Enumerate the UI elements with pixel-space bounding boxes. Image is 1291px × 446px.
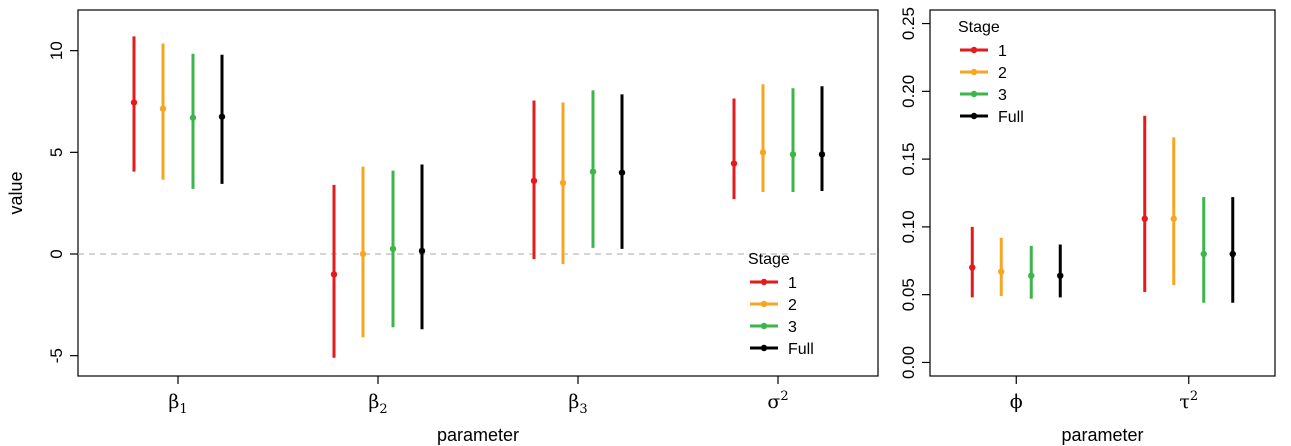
- x-axis-title: parameter: [1061, 425, 1143, 445]
- y-tick-label: 0.00: [899, 346, 918, 379]
- x-category-label: τ2: [1179, 389, 1198, 413]
- legend-entry-Full: Full: [788, 341, 814, 358]
- y-tick-label: 0.20: [899, 75, 918, 108]
- series-1: [130, 36, 738, 358]
- legend-entry-2: 2: [788, 297, 797, 314]
- legend-entry-1: 1: [998, 43, 1007, 60]
- x-category-label: ϕ: [1010, 391, 1023, 413]
- y-tick-label: 0.05: [899, 278, 918, 311]
- y-tick-label: 0.25: [899, 7, 918, 40]
- point-estimate: [530, 177, 538, 184]
- point-estimate: [159, 105, 167, 112]
- legend-entry-3: 3: [998, 87, 1007, 104]
- point-estimate: [389, 245, 397, 253]
- legend-title: Stage: [958, 19, 1000, 36]
- point-estimate: [330, 271, 338, 278]
- series-2: [998, 137, 1177, 297]
- y-tick-label: 0.15: [899, 143, 918, 176]
- panel-1: -5 0 5 10 β1 β2 β3 σ2 parameter value Stage 1 2 3 Full: [6, 9, 879, 445]
- legend-entry-1: 1: [788, 275, 797, 292]
- series-1: [969, 115, 1148, 298]
- point-estimate: [130, 99, 138, 106]
- legend-swatch-point: [970, 46, 978, 54]
- legend-entry-2: 2: [998, 65, 1007, 82]
- y-tick-label: 0.10: [899, 210, 918, 243]
- series-Full: [218, 54, 826, 330]
- point-estimate: [418, 247, 426, 255]
- y-axis-title: value: [6, 171, 26, 214]
- point-estimate: [189, 114, 197, 121]
- legend-swatch-point: [970, 68, 978, 76]
- legend-swatch-point: [970, 90, 978, 98]
- point-estimate: [759, 149, 767, 156]
- point-estimate: [1057, 272, 1064, 279]
- x-category-label: β1: [168, 391, 187, 417]
- legend-swatch-point: [760, 322, 768, 330]
- plot-frame: [77, 9, 879, 377]
- point-estimate: [818, 151, 826, 158]
- point-estimate: [730, 160, 738, 167]
- x-axis-title: parameter: [437, 425, 519, 445]
- legend: Stage 1 2 3 Full: [748, 251, 814, 358]
- legend-swatch-point: [970, 112, 978, 120]
- legend-entry-Full: Full: [998, 109, 1024, 126]
- series-3: [1028, 197, 1207, 303]
- series-2: [159, 43, 767, 338]
- point-estimate: [1229, 250, 1236, 258]
- series-3: [189, 53, 797, 328]
- y-tick-label: -5: [47, 348, 66, 363]
- point-estimate: [789, 151, 797, 158]
- point-estimate: [359, 250, 367, 258]
- legend-entry-3: 3: [788, 319, 797, 336]
- y-tick-label: 0: [47, 249, 66, 258]
- legend-swatch-point: [760, 344, 768, 352]
- legend: Stage 1 2 3 Full: [958, 19, 1024, 126]
- panel-2: 0.00 0.05 0.10 0.15 0.20 0.25 ϕ τ2 parameter Stag…: [899, 7, 1276, 445]
- plot-frame: [929, 9, 1276, 377]
- x-category-label: σ2: [767, 389, 788, 413]
- point-estimate: [1141, 215, 1148, 222]
- point-estimate: [589, 168, 597, 175]
- point-estimate: [218, 113, 226, 120]
- legend-swatch-point: [760, 278, 768, 286]
- point-estimate: [969, 264, 976, 271]
- legend-title: Stage: [748, 251, 790, 268]
- point-estimate: [1028, 272, 1035, 279]
- y-tick-label: 10: [47, 41, 66, 60]
- point-estimate: [998, 268, 1005, 275]
- point-estimate: [1200, 250, 1207, 258]
- point-estimate: [1170, 215, 1177, 222]
- y-tick-label: 5: [47, 148, 66, 157]
- x-category-label: β2: [368, 391, 387, 417]
- x-category-label: β3: [568, 391, 587, 417]
- point-estimate: [559, 179, 567, 187]
- legend-swatch-point: [760, 300, 768, 308]
- point-estimate: [618, 169, 626, 176]
- series-Full: [1057, 197, 1236, 303]
